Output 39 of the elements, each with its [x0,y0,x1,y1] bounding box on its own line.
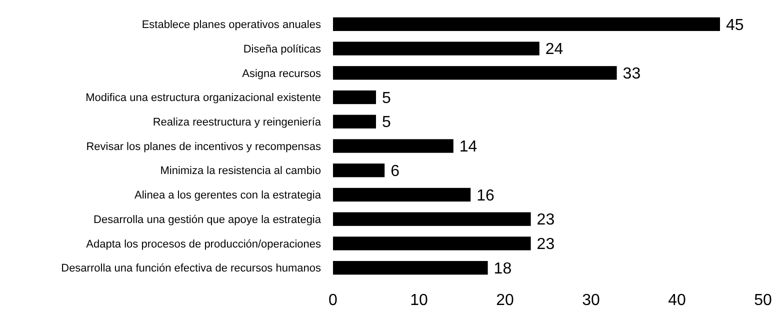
data-label: 33 [622,66,641,83]
bar [333,260,488,275]
y-tick-label: Alinea a los gerentes con la estrategia [134,190,322,202]
x-tick-label: 10 [410,292,428,309]
y-tick-label: Revisar los planes de incentivos y recompensas [86,140,322,153]
bar [333,114,376,128]
data-label: 5 [382,114,391,132]
y-tick-label: Desarrolla una función efectiva de recursos humanos [61,262,322,275]
data-label: 45 [726,16,744,34]
bar [333,164,385,178]
bar [333,17,720,32]
y-tick-label: Adapta los procesos de producción/operaciones [86,238,322,250]
bar [333,90,376,104]
y-tick-label: Realiza reestructura y reingeniería [152,116,322,128]
y-tick-label: Asigna recursos [242,68,322,80]
y-tick-label: Diseña políticas [243,43,322,56]
data-label: 23 [536,212,555,229]
data-label: 18 [494,260,512,278]
x-tick-label: 50 [754,292,772,309]
bar [333,139,454,153]
y-tick-label: Minimiza la resistencia al cambio [160,165,321,178]
x-tick-label: 0 [328,292,338,309]
x-tick-label: 40 [668,292,686,309]
data-label: 5 [382,90,391,107]
data-label: 24 [545,41,564,58]
y-tick-label: Desarrolla una gestión que apoye la estrategia [94,214,322,226]
data-label: 23 [536,236,555,254]
data-label: 14 [459,138,478,156]
y-tick-label: Modifica una estructura organizacional existente [86,92,321,104]
data-label: 6 [390,162,400,180]
bar [333,66,617,80]
bar [333,212,531,226]
bar [333,188,471,202]
bar [333,236,531,250]
y-tick-label: Establece planes operativos anuales [142,19,322,32]
x-tick-label: 20 [496,292,514,309]
x-tick-label: 30 [582,292,600,309]
bar [333,42,540,56]
data-label: 16 [476,187,494,204]
